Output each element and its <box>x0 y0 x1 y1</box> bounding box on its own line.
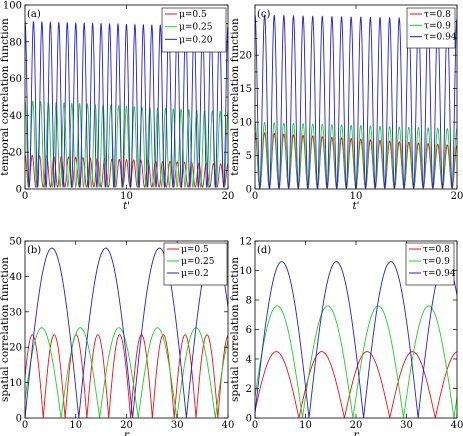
chart-panel-2: 0 10 20 0 5 10 15 20 t' temporal correlation func… <box>229 4 463 212</box>
x-tick-label: 10 <box>120 191 133 202</box>
x-tick-label: 20 <box>120 420 133 431</box>
x-tick-label: 10 <box>299 420 312 431</box>
x-tick-label: 40 <box>222 420 235 431</box>
series-line-1 <box>255 351 457 418</box>
x-axis-label: t' <box>123 200 130 212</box>
series-line-1 <box>25 334 228 418</box>
panel-tag: (c) <box>257 9 271 20</box>
legend-label: τ=0.8 <box>424 10 451 20</box>
y-tick-label: 0 <box>246 185 252 196</box>
x-tick-label: 0 <box>252 420 258 431</box>
y-tick-label: 20 <box>239 51 252 62</box>
x-tick-label: 20 <box>451 191 463 202</box>
series-line-2 <box>255 305 457 418</box>
y-tick-label: 10 <box>239 266 252 277</box>
y-tick-label: 40 <box>9 272 22 283</box>
y-axis-label: temporal correlation function <box>229 18 241 176</box>
panel-tag: (a) <box>27 9 41 20</box>
legend-box <box>406 7 456 49</box>
x-tick-label: 40 <box>451 420 463 431</box>
y-tick-label: 0 <box>246 414 252 425</box>
legend-label: μ=0.25 <box>181 257 215 267</box>
x-axis-label: r <box>353 429 359 436</box>
x-tick-label: 10 <box>350 191 363 202</box>
legend-box <box>405 242 455 286</box>
legend-label: μ=0.20 <box>179 35 213 45</box>
y-axis-label: temporal correlation function <box>0 18 11 176</box>
y-tick-label: 15 <box>239 84 252 95</box>
legend-label: τ=0.94 <box>424 33 457 43</box>
legend-label: τ=0.9 <box>423 257 450 267</box>
x-tick-label: 10 <box>69 420 82 431</box>
chart-panel-3: 0 10 20 30 40 0 10 20 30 40 50 r spatial correlation… <box>0 237 234 436</box>
legend-label: τ=0.9 <box>424 21 451 31</box>
panel-tag: (b) <box>27 245 41 256</box>
series-line-3 <box>25 247 228 418</box>
y-axis-label: spatial correlation function <box>229 257 241 402</box>
y-tick-label: 5 <box>246 151 252 162</box>
chart-panel-1: 0 10 20 0 20 40 60 80 100 t' temporal correlation … <box>0 1 234 213</box>
legend-label: μ=0.25 <box>179 23 213 33</box>
y-tick-label: 60 <box>9 74 22 85</box>
y-tick-label: 80 <box>9 37 22 48</box>
legend-box <box>161 7 227 53</box>
x-tick-label: 0 <box>252 191 258 202</box>
legend-label: μ=0.5 <box>179 10 207 20</box>
legend-box <box>163 242 228 286</box>
y-tick-label: 40 <box>9 111 22 122</box>
x-tick-label: 0 <box>22 191 28 202</box>
series-line-1 <box>25 154 228 188</box>
x-tick-label: 30 <box>171 420 184 431</box>
chart-panel-4: 0 10 20 30 40 0 2 4 6 8 10 12 r spatial correlation f… <box>229 237 463 436</box>
x-tick-label: 0 <box>22 420 28 431</box>
y-tick-label: 2 <box>246 384 252 395</box>
y-tick-label: 10 <box>9 378 22 389</box>
x-tick-label: 20 <box>350 420 363 431</box>
y-tick-label: 10 <box>239 118 252 129</box>
legend-label: τ=0.8 <box>423 245 450 255</box>
y-tick-label: 30 <box>9 307 22 318</box>
x-tick-label: 20 <box>222 191 235 202</box>
series-line-2 <box>25 327 228 418</box>
y-tick-label: 0 <box>16 185 22 196</box>
y-tick-label: 6 <box>246 325 252 336</box>
x-axis-label: t' <box>352 200 359 212</box>
y-tick-label: 8 <box>246 296 252 307</box>
y-tick-label: 0 <box>16 414 22 425</box>
x-axis-label: r <box>124 429 130 436</box>
x-tick-label: 30 <box>400 420 413 431</box>
y-axis-label: spatial correlation function <box>0 257 11 402</box>
y-tick-label: 12 <box>239 237 252 248</box>
y-tick-label: 20 <box>9 343 22 354</box>
series-line-2 <box>25 100 228 188</box>
y-tick-label: 4 <box>246 355 252 366</box>
legend-label: μ=0.5 <box>181 245 209 255</box>
series-line-3 <box>255 261 457 418</box>
y-tick-label: 20 <box>9 148 22 159</box>
legend-label: μ=0.2 <box>181 269 209 279</box>
panel-tag: (d) <box>257 245 271 256</box>
y-tick-label: 50 <box>9 237 22 248</box>
legend-label: τ=0.94 <box>423 269 456 279</box>
y-tick-label: 100 <box>3 1 22 12</box>
